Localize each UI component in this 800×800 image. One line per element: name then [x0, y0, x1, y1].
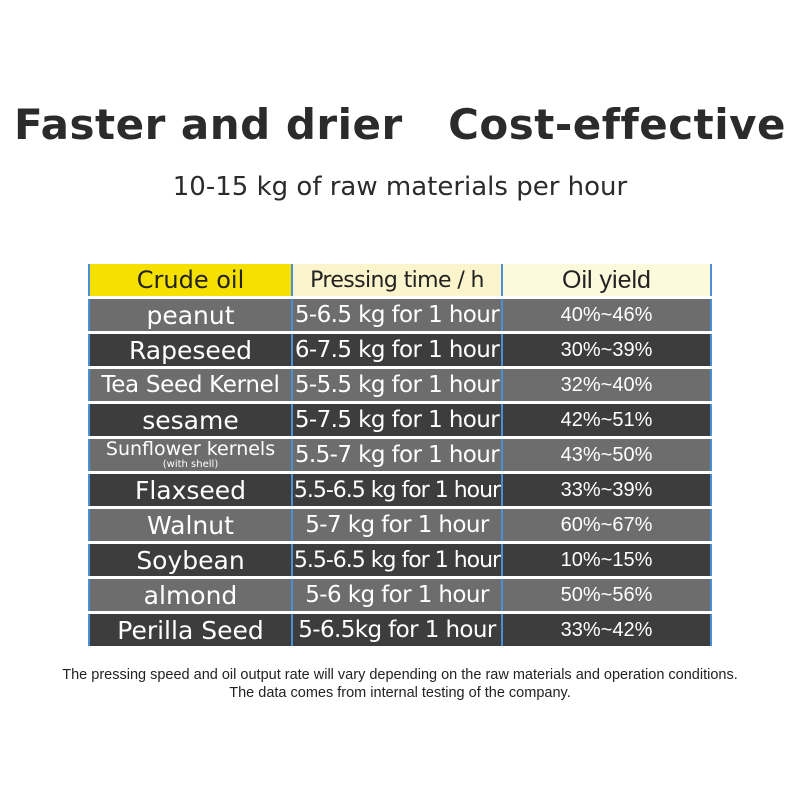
table-row: Perilla Seed 5-6.5kg for 1 hour 33%~42%	[88, 614, 712, 646]
material-cell: sesame	[88, 404, 293, 436]
pressing-time-cell: 5-5.5 kg for 1 hour	[293, 369, 503, 401]
oil-yield-cell: 43%~50%	[503, 439, 712, 471]
table-row: peanut 5-6.5 kg for 1 hour 40%~46%	[88, 299, 712, 331]
table-row: sesame 5-7.5 kg for 1 hour 42%~51%	[88, 404, 712, 436]
oil-yield-cell: 33%~42%	[503, 614, 712, 646]
table-row: Soybean 5.5-6.5 kg for 1 hour 10%~15%	[88, 544, 712, 576]
material-cell: Flaxseed	[88, 474, 293, 506]
pressing-time-cell: 5.5-7 kg for 1 hour	[293, 439, 503, 471]
oil-yield-cell: 33%~39%	[503, 474, 712, 506]
table-row: Sunflower kernels (with shell) 5.5-7 kg …	[88, 439, 712, 471]
header-pressing-time: Pressing time / h	[293, 264, 503, 296]
material-cell: almond	[88, 579, 293, 611]
table-row: Tea Seed Kernel 5-5.5 kg for 1 hour 32%~…	[88, 369, 712, 401]
table-row: almond 5-6 kg for 1 hour 50%~56%	[88, 579, 712, 611]
oil-yield-cell: 40%~46%	[503, 299, 712, 331]
material-cell: Sunflower kernels (with shell)	[88, 439, 293, 471]
oil-yield-cell: 60%~67%	[503, 509, 712, 541]
oil-yield-cell: 10%~15%	[503, 544, 712, 576]
pressing-time-cell: 5-7 kg for 1 hour	[293, 509, 503, 541]
table-header-row: Crude oil Pressing time / h Oil yield	[88, 264, 712, 296]
material-cell: peanut	[88, 299, 293, 331]
material-label: Sunflower kernels	[105, 439, 276, 460]
table-row: Flaxseed 5.5-6.5 kg for 1 hour 33%~39%	[88, 474, 712, 506]
oil-yield-cell: 30%~39%	[503, 334, 712, 366]
header-crude-oil: Crude oil	[88, 264, 293, 296]
oil-yield-cell: 50%~56%	[503, 579, 712, 611]
material-cell: Walnut	[88, 509, 293, 541]
material-cell: Tea Seed Kernel	[88, 369, 293, 401]
pressing-time-cell: 5-6 kg for 1 hour	[293, 579, 503, 611]
footnote-line-2: The data comes from internal testing of …	[229, 685, 571, 701]
pressing-time-cell: 6-7.5 kg for 1 hour	[293, 334, 503, 366]
pressing-time-cell: 5.5-6.5 kg for 1 hour	[293, 474, 503, 506]
material-cell: Perilla Seed	[88, 614, 293, 646]
header-oil-yield: Oil yield	[503, 264, 712, 296]
pressing-time-cell: 5.5-6.5 kg for 1 hour	[293, 544, 503, 576]
material-cell: Soybean	[88, 544, 293, 576]
footnote-line-1: The pressing speed and oil output rate w…	[62, 667, 738, 683]
material-note: (with shell)	[162, 459, 219, 470]
table-row: Walnut 5-7 kg for 1 hour 60%~67%	[88, 509, 712, 541]
table-row: Rapeseed 6-7.5 kg for 1 hour 30%~39%	[88, 334, 712, 366]
oil-yield-cell: 32%~40%	[503, 369, 712, 401]
pressing-time-cell: 5-7.5 kg for 1 hour	[293, 404, 503, 436]
pressing-time-cell: 5-6.5 kg for 1 hour	[293, 299, 503, 331]
footnote: The pressing speed and oil output rate w…	[0, 666, 800, 702]
pressing-time-cell: 5-6.5kg for 1 hour	[293, 614, 503, 646]
oil-yield-cell: 42%~51%	[503, 404, 712, 436]
material-cell: Rapeseed	[88, 334, 293, 366]
headline: Faster and drier Cost-effective	[13, 100, 787, 149]
subheadline: 10-15 kg of raw materials per hour	[172, 172, 628, 202]
oil-yield-table: Crude oil Pressing time / h Oil yield pe…	[88, 264, 712, 649]
